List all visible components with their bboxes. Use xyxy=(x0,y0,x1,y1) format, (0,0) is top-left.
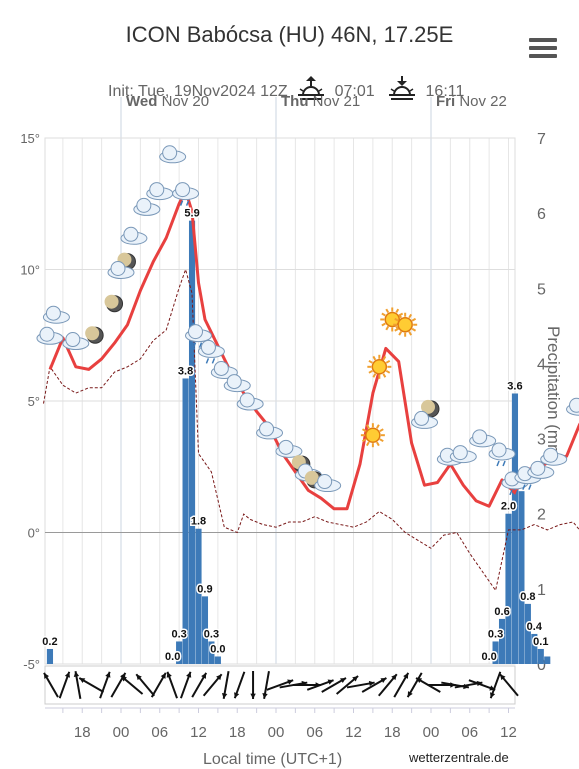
y-left-tick-label: 15° xyxy=(20,131,40,146)
day-label: Wed Nov 20 xyxy=(126,93,209,110)
sun-disc xyxy=(372,360,386,374)
y-right-axis-label: Precipitation (mm) xyxy=(544,326,563,464)
day-label: Thu Nov 21 xyxy=(281,93,360,110)
sun-disc xyxy=(398,318,412,332)
precip-bar xyxy=(505,514,511,664)
precip-value-label: 0.2 xyxy=(42,636,57,648)
precip-bar xyxy=(544,656,550,664)
cloud-part xyxy=(137,198,151,212)
precip-value-label: 0.4 xyxy=(527,621,543,633)
moon-lit xyxy=(85,326,99,340)
x-tick-label: 18 xyxy=(74,724,91,741)
precip-bar xyxy=(518,491,524,664)
cloud-part xyxy=(150,183,164,197)
cloud-part xyxy=(227,375,241,389)
cloud-part xyxy=(111,262,125,276)
y-right-tick-label: 5 xyxy=(537,281,546,298)
precip-value-label: 3.6 xyxy=(507,380,522,392)
x-tick-label: 00 xyxy=(113,724,130,741)
y-right-tick-label: 2 xyxy=(537,507,546,524)
precip-value-label: 2.0 xyxy=(501,501,516,513)
precip-value-label: 0.9 xyxy=(197,583,212,595)
precip-value-label: 0.3 xyxy=(204,628,219,640)
x-tick-label: 06 xyxy=(151,724,168,741)
precip-bar xyxy=(512,393,518,664)
y-left-tick-label: 10° xyxy=(20,263,40,278)
credit-text: wetterzentrale.de xyxy=(409,750,509,765)
precip-value-label: 0.0 xyxy=(165,651,180,663)
x-tick-label: 06 xyxy=(306,724,323,741)
precip-bar xyxy=(47,649,53,664)
y-right-tick-label: 7 xyxy=(537,131,546,148)
x-tick-label: 12 xyxy=(500,724,517,741)
x-tick-label: 06 xyxy=(461,724,478,741)
cloud-part xyxy=(214,361,228,375)
cloud-part xyxy=(66,333,80,347)
sun-disc xyxy=(366,428,380,442)
x-tick-label: 12 xyxy=(345,724,362,741)
precip-value-label: 0.0 xyxy=(210,643,225,655)
x-tick-label: 00 xyxy=(268,724,285,741)
y-left-tick-label: 5° xyxy=(28,394,40,409)
x-tick-label: 00 xyxy=(423,724,440,741)
precip-value-label: 0.6 xyxy=(494,606,509,618)
y-right-tick-label: 6 xyxy=(537,206,546,223)
cloud-part xyxy=(260,422,274,436)
precip-value-label: 5.9 xyxy=(184,208,199,220)
precip-value-label: 0.8 xyxy=(520,591,535,603)
x-axis-title: Local time (UTC+1) xyxy=(203,751,342,769)
cloud-part xyxy=(201,340,215,354)
rain-drop xyxy=(529,485,531,490)
cloud-part xyxy=(124,227,138,241)
precip-bar xyxy=(195,529,201,664)
precip-value-label: 0.1 xyxy=(533,636,548,648)
precip-bar xyxy=(215,656,221,664)
cloud-part xyxy=(453,446,467,460)
precip-bar xyxy=(538,649,544,664)
precip-value-label: 0.3 xyxy=(171,628,186,640)
day-label: Fri Nov 22 xyxy=(436,93,507,110)
y-left-tick-label: 0° xyxy=(28,526,40,541)
precip-bar xyxy=(525,604,531,664)
precip-bar xyxy=(183,378,189,664)
x-tick-label: 18 xyxy=(384,724,401,741)
cloud-part xyxy=(492,443,506,457)
cloud-part xyxy=(163,146,177,160)
cloud-icon xyxy=(567,398,579,415)
y-left-tick-label: -5° xyxy=(23,657,40,672)
cloud-part xyxy=(570,398,579,412)
moon-lit xyxy=(105,295,119,309)
x-tick-label: 18 xyxy=(229,724,246,741)
cloud-part xyxy=(473,430,487,444)
precip-value-label: 1.8 xyxy=(191,516,206,528)
cloud-part xyxy=(46,306,60,320)
cloud-part xyxy=(279,440,293,454)
x-tick-label: 12 xyxy=(190,724,207,741)
precip-value-label: 0.0 xyxy=(481,651,496,663)
precip-value-label: 3.8 xyxy=(178,365,193,377)
cloud-part xyxy=(40,327,54,341)
precip-bar xyxy=(499,619,505,664)
cloud-part xyxy=(318,475,332,489)
cloud-part xyxy=(189,325,203,339)
cloud-part xyxy=(531,461,545,475)
cloud-part xyxy=(240,393,254,407)
cloud-part xyxy=(176,183,190,197)
cloud-part xyxy=(544,448,558,462)
precip-value-label: 0.3 xyxy=(488,628,503,640)
y-right-tick-label: 1 xyxy=(537,582,546,599)
cloud-part xyxy=(415,411,429,425)
